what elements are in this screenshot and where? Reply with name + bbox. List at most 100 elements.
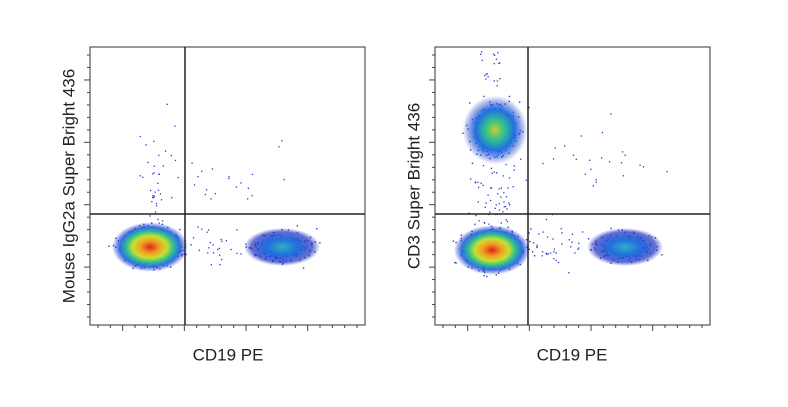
event-dot <box>571 241 573 243</box>
event-dot <box>236 229 238 231</box>
event-dot <box>506 220 509 223</box>
event-dot <box>152 195 154 197</box>
event-dot <box>555 259 557 262</box>
event-dot <box>319 242 321 244</box>
event-dot <box>474 182 477 184</box>
event-dot <box>247 187 250 189</box>
event-dot <box>546 236 549 238</box>
event-dot <box>495 58 498 60</box>
event-dot <box>474 181 476 183</box>
event-dot <box>595 179 597 181</box>
event-dot <box>484 206 487 209</box>
event-dot <box>220 258 223 261</box>
event-dot <box>536 244 538 246</box>
event-dot <box>477 181 479 183</box>
event-dot <box>192 237 195 239</box>
event-dot <box>502 175 504 177</box>
event-dot <box>145 144 147 146</box>
event-dot <box>508 177 511 179</box>
event-dot <box>477 201 479 203</box>
event-dot <box>170 154 172 157</box>
x-axis-label: CD19 PE <box>193 345 264 364</box>
event-dot <box>139 175 141 177</box>
event-dot <box>595 181 597 183</box>
event-dot <box>153 172 155 174</box>
event-dot <box>479 53 482 55</box>
density-cloud <box>462 95 528 165</box>
event-dot <box>460 234 463 237</box>
plot-panel: CD19 PE CD3 Super Bright 436 <box>404 46 711 364</box>
event-dot <box>217 248 219 251</box>
event-dot <box>197 175 199 178</box>
event-dot <box>490 187 493 189</box>
event-dot <box>471 162 474 165</box>
event-dot <box>489 199 492 202</box>
event-dot <box>214 192 217 195</box>
event-dot <box>572 154 575 157</box>
event-dot <box>281 140 283 142</box>
event-dot <box>201 170 203 172</box>
event-dot <box>149 189 152 192</box>
event-dot <box>536 246 538 249</box>
event-dot <box>493 80 495 82</box>
event-dot <box>278 146 280 148</box>
event-dot <box>482 184 484 186</box>
event-dot <box>191 162 193 164</box>
event-dot <box>485 78 487 80</box>
event-dot <box>209 241 212 244</box>
plot-frame <box>89 46 366 326</box>
event-dot <box>211 168 214 170</box>
event-dot <box>498 209 501 211</box>
event-dot <box>541 251 544 253</box>
event-dot <box>508 95 511 98</box>
event-dot <box>492 53 495 55</box>
event-dot <box>302 267 305 269</box>
y-axis-label: Mouse IgG2a Super Bright 436 <box>59 69 78 303</box>
event-dot <box>542 162 544 165</box>
event-dot <box>512 186 514 188</box>
event-dot <box>218 247 220 250</box>
event-dot <box>580 135 583 137</box>
event-dot <box>491 172 493 174</box>
event-dot <box>153 165 155 167</box>
event-dot <box>108 245 110 247</box>
event-dot <box>483 274 485 277</box>
event-dot <box>468 212 470 214</box>
plot-frame <box>434 46 711 326</box>
event-dot <box>505 196 508 198</box>
event-dot <box>208 247 210 249</box>
event-dot <box>155 205 158 207</box>
event-dot <box>589 159 591 161</box>
x-axis-label: CD19 PE <box>537 345 608 364</box>
event-dot <box>157 218 159 220</box>
event-dot <box>228 176 230 178</box>
event-dot <box>600 157 603 159</box>
event-dot <box>161 220 164 222</box>
event-dot <box>536 245 538 248</box>
event-dot <box>481 59 483 62</box>
event-dot <box>552 238 554 240</box>
event-dot <box>500 222 502 224</box>
event-dot <box>316 228 318 230</box>
event-dot <box>528 106 530 109</box>
event-dot <box>560 227 562 230</box>
event-dot <box>452 240 455 242</box>
event-dot <box>166 103 168 105</box>
event-dot <box>454 261 456 264</box>
event-dot <box>490 167 493 169</box>
event-dot <box>478 186 480 189</box>
event-dot <box>581 231 584 233</box>
event-dot <box>507 187 509 189</box>
event-dot <box>235 186 238 188</box>
event-dot <box>171 197 173 199</box>
event-dot <box>568 272 570 274</box>
event-dot <box>513 165 515 167</box>
event-dot <box>154 191 156 193</box>
event-dot <box>152 196 154 199</box>
event-dot <box>220 238 222 241</box>
event-dot <box>159 193 162 195</box>
event-dot <box>541 255 543 257</box>
event-dot <box>505 163 507 166</box>
event-dot <box>485 73 487 76</box>
event-dot <box>496 85 498 87</box>
